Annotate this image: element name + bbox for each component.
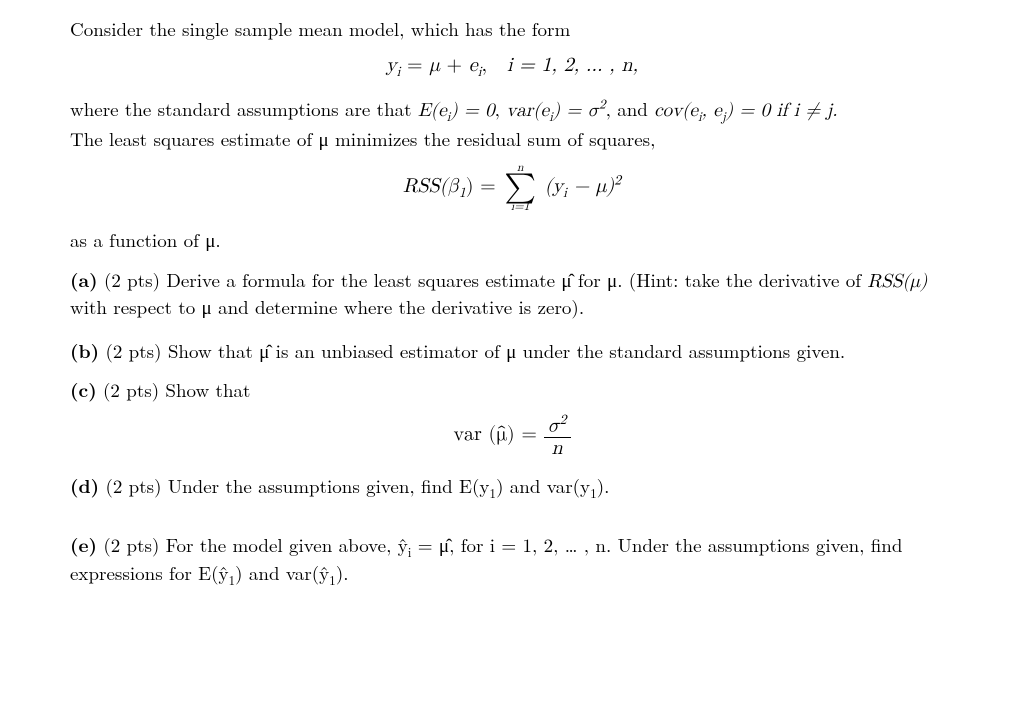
part-e-points: (2 pts)	[103, 531, 159, 558]
intro-line1: Consider the single sample mean model, w…	[70, 16, 954, 42]
part-b-label: (b)	[70, 336, 99, 364]
summation-icon: n ∑ i=1	[504, 162, 536, 213]
part-d-points: (2 pts)	[105, 472, 161, 499]
part-d: (d) (2 pts) Under the assumptions given,…	[70, 473, 954, 502]
part-e-label: (e)	[70, 530, 97, 558]
variance-equation: var (μ̂) = σ2 n	[70, 413, 954, 459]
part-b-points: (2 pts)	[105, 337, 161, 364]
rss-equation: RSS(β1) = n ∑ i=1 (yi − μ)2	[70, 162, 954, 213]
eq-y: y	[386, 55, 397, 75]
model-equation: yi = μ + ei, i = 1, 2, … , n,	[70, 52, 954, 82]
fraction: σ2 n	[544, 413, 571, 459]
assumptions-line: where the standard assumptions are that …	[70, 96, 954, 152]
part-a-label: (a)	[70, 265, 98, 293]
part-b: (b) (2 pts) Show that μ̂ is an unbiased …	[70, 338, 954, 364]
part-e: (e) (2 pts) For the model given above, ŷ…	[70, 532, 954, 589]
part-c-points: (2 pts)	[103, 376, 159, 403]
part-c: (c) (2 pts) Show that	[70, 377, 954, 403]
part-d-label: (d)	[70, 471, 99, 499]
intro-closing: as a function of μ.	[70, 227, 954, 253]
part-a-points: (2 pts)	[104, 266, 160, 293]
part-c-label: (c)	[70, 375, 97, 403]
part-a: (a) (2 pts) Derive a formula for the lea…	[70, 267, 954, 320]
problem-page: Consider the single sample mean model, w…	[0, 0, 1024, 615]
